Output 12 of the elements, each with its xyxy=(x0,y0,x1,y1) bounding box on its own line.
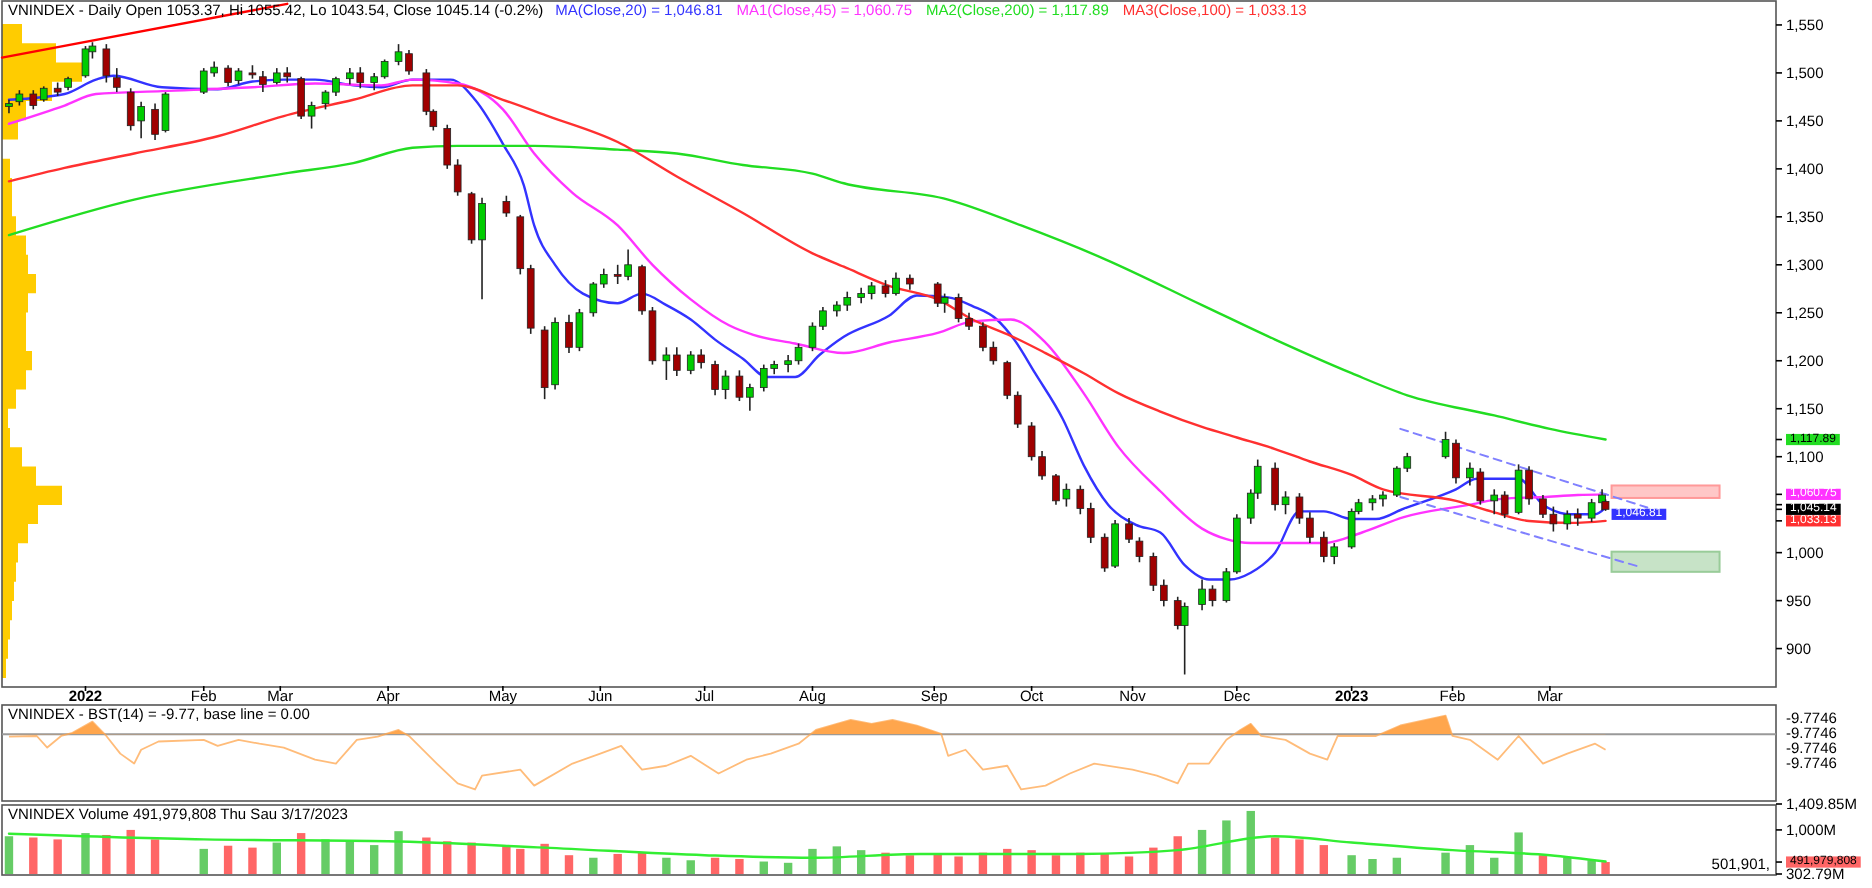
candlestick xyxy=(1125,517,1133,544)
candlestick xyxy=(102,43,111,84)
candlestick xyxy=(112,67,121,93)
candlestick xyxy=(1180,601,1189,676)
line-series xyxy=(7,144,1607,441)
candlestick xyxy=(259,70,267,93)
candlestick xyxy=(1135,536,1144,564)
candlestick xyxy=(502,194,511,218)
candlestick xyxy=(81,45,90,79)
candlestick xyxy=(933,281,942,308)
candlestick xyxy=(1347,507,1356,550)
line-series xyxy=(7,832,1607,863)
